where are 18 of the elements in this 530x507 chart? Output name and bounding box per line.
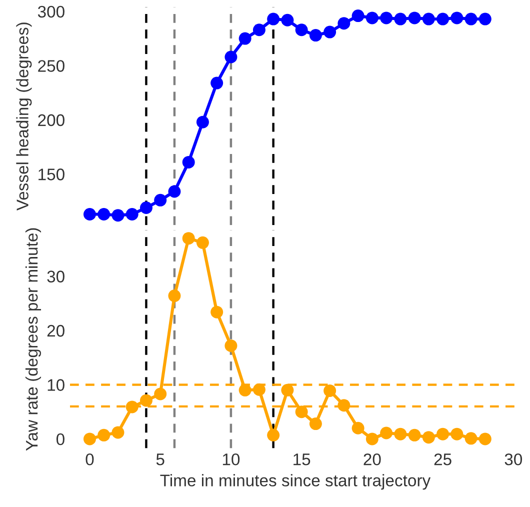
x-tick-label: 25 [434, 453, 452, 466]
y-axis-title: Yaw rate (degrees per minute) [25, 228, 42, 451]
y-tick-label: 300 [38, 6, 64, 18]
x-tick-label: 5 [156, 454, 164, 466]
y-tick-label: 150 [38, 168, 64, 180]
y-tick-label: 20 [47, 324, 64, 337]
y-tick-label: 10 [48, 379, 64, 391]
y-tick-label: 250 [38, 60, 64, 72]
y-tick-label: 200 [38, 114, 64, 126]
x-tick-label: 0 [86, 453, 94, 466]
y-axis-title: Vessel heading (degrees) [16, 22, 32, 211]
x-tick-label: 20 [364, 453, 381, 466]
y-tick-label: 30 [47, 270, 64, 282]
y-tick-label: 0 [56, 433, 64, 446]
x-tick-label: 30 [504, 453, 522, 466]
x-tick-label: 10 [222, 453, 240, 466]
x-tick-label: 15 [294, 454, 310, 466]
x-axis-title: Time in minutes since start trajectory [160, 474, 431, 490]
